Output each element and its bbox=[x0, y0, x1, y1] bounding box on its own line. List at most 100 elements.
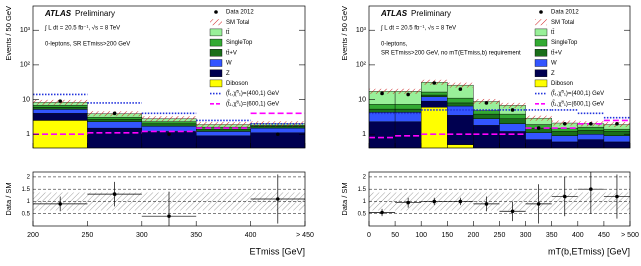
legend-label: (t̃₁,χ̃⁰₁)=(400,1) GeV bbox=[551, 90, 604, 97]
legend-marker bbox=[209, 49, 223, 57]
stack-segment bbox=[499, 123, 526, 132]
sm-total-band bbox=[369, 88, 396, 94]
stack-segment bbox=[421, 96, 448, 102]
ratio-point bbox=[432, 199, 437, 204]
stack-segment bbox=[447, 97, 474, 104]
sm-total-band bbox=[499, 102, 526, 108]
y-tick-label: 10 bbox=[22, 96, 30, 103]
ratio-y-tick-label: 0.5 bbox=[358, 211, 367, 217]
ratio-point bbox=[536, 202, 541, 206]
legend-marker bbox=[539, 10, 543, 14]
data-point bbox=[167, 132, 171, 137]
ratio-point bbox=[112, 192, 117, 196]
y-tick-label: 10² bbox=[20, 62, 31, 69]
legend-label: SingleTop bbox=[226, 40, 253, 46]
y-axis-label: Events / 50 GeV bbox=[4, 6, 13, 61]
data-point bbox=[589, 121, 593, 126]
ratio-y-tick-label: 1 bbox=[363, 199, 367, 205]
stack-segment bbox=[33, 113, 88, 121]
x-axis-label: mT(b,ETmiss) [GeV] bbox=[548, 246, 630, 256]
stack-segment bbox=[577, 134, 605, 140]
y-tick-label: 10³ bbox=[20, 27, 31, 34]
ratio-point bbox=[458, 199, 463, 204]
stack-segment bbox=[87, 127, 143, 148]
stack-segment bbox=[369, 108, 396, 113]
legend-label: (t̃₁,χ̃⁰₁)=(600,1) GeV bbox=[551, 100, 604, 107]
ratio-y-axis-label: Data / SM bbox=[4, 182, 13, 215]
stack-segment bbox=[499, 113, 526, 119]
legend-label: (t̃₁,χ̃⁰₁)=(600,1) GeV bbox=[226, 100, 279, 107]
status-label: Preliminary bbox=[411, 9, 451, 18]
y-tick-label: 10² bbox=[356, 62, 367, 69]
ratio-panel bbox=[369, 172, 630, 224]
x-tick-label: 300 bbox=[520, 232, 532, 239]
data-point bbox=[276, 132, 280, 137]
stack-segment bbox=[577, 126, 605, 131]
stack-segment bbox=[250, 127, 305, 133]
legend-label: Data 2012 bbox=[226, 10, 254, 16]
data-point bbox=[562, 121, 567, 126]
stack-segment bbox=[499, 118, 526, 124]
legend-label: Z bbox=[551, 71, 555, 77]
main-panel bbox=[369, 79, 630, 148]
x-tick-label: 450 bbox=[598, 232, 610, 239]
ratio-point bbox=[589, 187, 593, 191]
x-tick-label: > 450 bbox=[296, 232, 314, 239]
stack-segment bbox=[33, 107, 88, 110]
data-point bbox=[432, 81, 437, 85]
stack-segment bbox=[603, 131, 630, 136]
region-label: 0-leptons, bbox=[381, 42, 408, 48]
x-tick-label: 50 bbox=[391, 232, 399, 239]
x-tick-label: 150 bbox=[441, 232, 453, 239]
ratio-y-tick-label: 2 bbox=[27, 174, 31, 180]
region-label: SR ETmiss>200 GeV, no mT(ETmiss,b) requi… bbox=[381, 51, 521, 57]
legend-marker bbox=[209, 28, 223, 37]
stack-segment bbox=[33, 109, 88, 114]
sm-total-band bbox=[395, 88, 422, 94]
ratio-point bbox=[615, 194, 619, 199]
ratio-y-axis-label: Data / SM bbox=[340, 182, 349, 215]
y-tick-label: 10³ bbox=[356, 27, 367, 34]
ratio-y-tick-label: 2 bbox=[363, 174, 367, 180]
legend-marker bbox=[214, 10, 218, 14]
stack-segment bbox=[421, 91, 448, 96]
x-tick-label: 250 bbox=[82, 232, 94, 239]
legend-label: W bbox=[551, 61, 557, 67]
legend-marker bbox=[534, 38, 548, 47]
ratio-point bbox=[167, 214, 171, 218]
ratio-panel bbox=[33, 174, 305, 226]
stack-segment bbox=[195, 131, 251, 136]
legend-label: Z bbox=[226, 71, 230, 77]
atlas-label: ATLAS bbox=[44, 9, 72, 18]
stack-segment bbox=[473, 113, 500, 119]
x-tick-label: 400 bbox=[572, 232, 584, 239]
data-point bbox=[615, 121, 619, 126]
legend-marker bbox=[209, 69, 223, 77]
ratio-y-tick-label: 0.5 bbox=[22, 211, 31, 217]
stack-segment bbox=[499, 131, 526, 148]
ratio-point bbox=[276, 197, 280, 201]
legend-label: SM Total bbox=[226, 20, 249, 26]
stack-segment bbox=[195, 135, 251, 148]
stack-segment bbox=[195, 128, 251, 132]
x-tick-label: 100 bbox=[415, 232, 427, 239]
stack-segment bbox=[447, 115, 474, 145]
x-tick-label: 250 bbox=[494, 232, 506, 239]
x-tick-label: 350 bbox=[546, 232, 558, 239]
stack-segment bbox=[421, 107, 448, 148]
stack-segment bbox=[33, 105, 88, 108]
chart: 1 10 10² 10³ 0.5 1 1.5 2 0 50 100 150 200 250 300 350 40… bbox=[340, 5, 639, 256]
stack-segment bbox=[551, 141, 579, 148]
legend-label: Data 2012 bbox=[551, 10, 579, 16]
stack-segment bbox=[473, 118, 500, 126]
legend-label: tt̄+V bbox=[226, 50, 237, 57]
stack-segment bbox=[250, 126, 305, 129]
atlas-label: ATLAS bbox=[380, 9, 408, 18]
data-point bbox=[112, 111, 117, 116]
ratio-point bbox=[406, 200, 410, 205]
stack-segment bbox=[577, 130, 605, 135]
legend-marker bbox=[210, 19, 222, 26]
data-point bbox=[458, 87, 463, 91]
stack-segment bbox=[87, 119, 143, 122]
ratio-point bbox=[380, 210, 384, 215]
